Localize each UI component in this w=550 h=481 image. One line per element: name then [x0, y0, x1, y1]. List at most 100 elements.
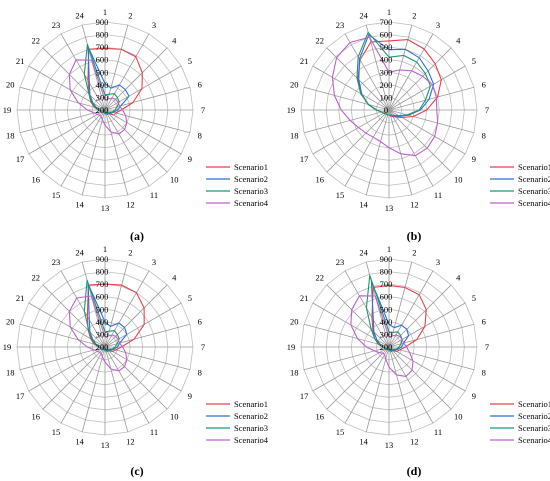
grid-spoke — [60, 109, 106, 187]
radial-tick-label: 100 — [380, 92, 393, 102]
legend-label: Scenario2 — [234, 174, 268, 184]
category-label: 19 — [3, 342, 12, 352]
category-label: 4 — [172, 273, 177, 283]
legend-label: Scenario3 — [234, 423, 268, 433]
legend-label: Scenario4 — [234, 435, 269, 445]
grid-spoke — [104, 270, 150, 348]
grid-spoke — [19, 109, 106, 134]
category-label: 13 — [101, 440, 110, 450]
series-line-scenario4 — [68, 59, 128, 135]
radial-tick-label: 400 — [380, 317, 393, 327]
category-label: 24 — [359, 10, 368, 20]
category-label: 12 — [410, 437, 419, 447]
grid-spoke — [303, 323, 390, 348]
grid-spoke — [104, 109, 150, 187]
category-label: 3 — [152, 257, 156, 267]
grid-spoke — [388, 86, 475, 111]
grid-spoke — [104, 33, 150, 111]
category-label: 23 — [52, 257, 61, 267]
grid-spoke — [388, 24, 413, 111]
category-label: 8 — [198, 130, 202, 140]
category-label: 5 — [188, 293, 192, 303]
radial-tick-label: 900 — [96, 254, 109, 264]
category-label: 22 — [31, 36, 40, 46]
category-label: 20 — [290, 317, 299, 327]
category-label: 15 — [336, 190, 345, 200]
category-label: 13 — [385, 203, 394, 213]
category-label: 22 — [315, 273, 324, 283]
radial-tick-label: 600 — [96, 292, 109, 302]
category-label: 1 — [387, 7, 391, 17]
category-label: 23 — [336, 20, 345, 30]
category-label: 5 — [188, 56, 192, 66]
category-label: 14 — [75, 437, 84, 447]
category-label: 8 — [482, 367, 486, 377]
legend-label: Scenario1 — [518, 399, 550, 409]
radial-tick-label: 300 — [380, 67, 393, 77]
series-line-scenario2 — [87, 283, 128, 352]
grid-spoke — [60, 33, 106, 111]
category-label: 9 — [472, 391, 476, 401]
radial-tick-label: 300 — [380, 329, 393, 339]
category-label: 16 — [315, 174, 324, 184]
grid-spoke — [326, 109, 390, 173]
radial-tick-label: 600 — [380, 292, 393, 302]
radial-tick-label: 700 — [96, 42, 109, 52]
radial-tick-label: 800 — [380, 267, 393, 277]
grid-spoke — [388, 109, 452, 173]
grid-spoke — [104, 346, 150, 424]
category-label: 15 — [52, 190, 61, 200]
grid-spoke — [344, 33, 390, 111]
grid-spoke — [388, 323, 475, 348]
grid-spoke — [42, 47, 106, 111]
category-label: 24 — [75, 247, 84, 257]
category-label: 13 — [385, 440, 394, 450]
radial-tick-label: 900 — [96, 17, 109, 27]
grid-spoke — [388, 270, 434, 348]
grid-spoke — [104, 109, 182, 155]
category-label: 5 — [472, 293, 476, 303]
category-label: 6 — [198, 80, 202, 90]
series-line-scenario4 — [68, 295, 128, 372]
grid-spoke — [104, 346, 182, 392]
grid-spoke — [19, 323, 106, 348]
series-line-scenario3 — [83, 43, 120, 114]
legend-label: Scenario3 — [518, 186, 550, 196]
grid-spoke — [388, 346, 434, 424]
radar-panel-1: 1 234567891011121314151617181920212223242… — [3, 7, 269, 243]
legend-label: Scenario1 — [518, 162, 550, 172]
radial-tick-label: 700 — [96, 279, 109, 289]
grid-spoke — [344, 346, 390, 424]
category-label: 9 — [472, 154, 476, 164]
grid-spoke — [388, 346, 413, 433]
radial-tick-label: 700 — [380, 279, 393, 289]
radar-panel-2: 1 234567891011121314151617181920212223240… — [287, 7, 550, 243]
radar-panel-3: 1 234567891011121314151617181920212223242… — [3, 244, 269, 478]
grid-spoke — [365, 109, 390, 196]
category-label: 15 — [52, 427, 61, 437]
category-label: 15 — [336, 427, 345, 437]
category-label: 8 — [482, 130, 486, 140]
category-label: 22 — [31, 273, 40, 283]
category-label: 21 — [300, 56, 309, 66]
category-label: 2 — [412, 10, 416, 20]
grid-spoke — [28, 109, 106, 155]
category-label: 19 — [287, 342, 296, 352]
category-label: 17 — [16, 154, 25, 164]
radial-tick-label: 400 — [96, 317, 109, 327]
grid-spoke — [42, 109, 106, 173]
category-label: 21 — [16, 56, 25, 66]
radial-tick-label: 200 — [380, 80, 393, 90]
category-label: 6 — [482, 80, 486, 90]
grid-spoke — [104, 346, 168, 410]
category-label: 2 — [412, 247, 416, 257]
grid-spoke — [81, 346, 106, 433]
grid-spoke — [326, 284, 390, 348]
grid-spoke — [60, 346, 106, 424]
grid-spoke — [42, 284, 106, 348]
category-label: 20 — [290, 80, 299, 90]
category-label: 4 — [172, 36, 177, 46]
grid-spoke — [104, 24, 129, 111]
legend-label: Scenario2 — [234, 411, 268, 421]
radial-tick-label: 500 — [96, 304, 109, 314]
